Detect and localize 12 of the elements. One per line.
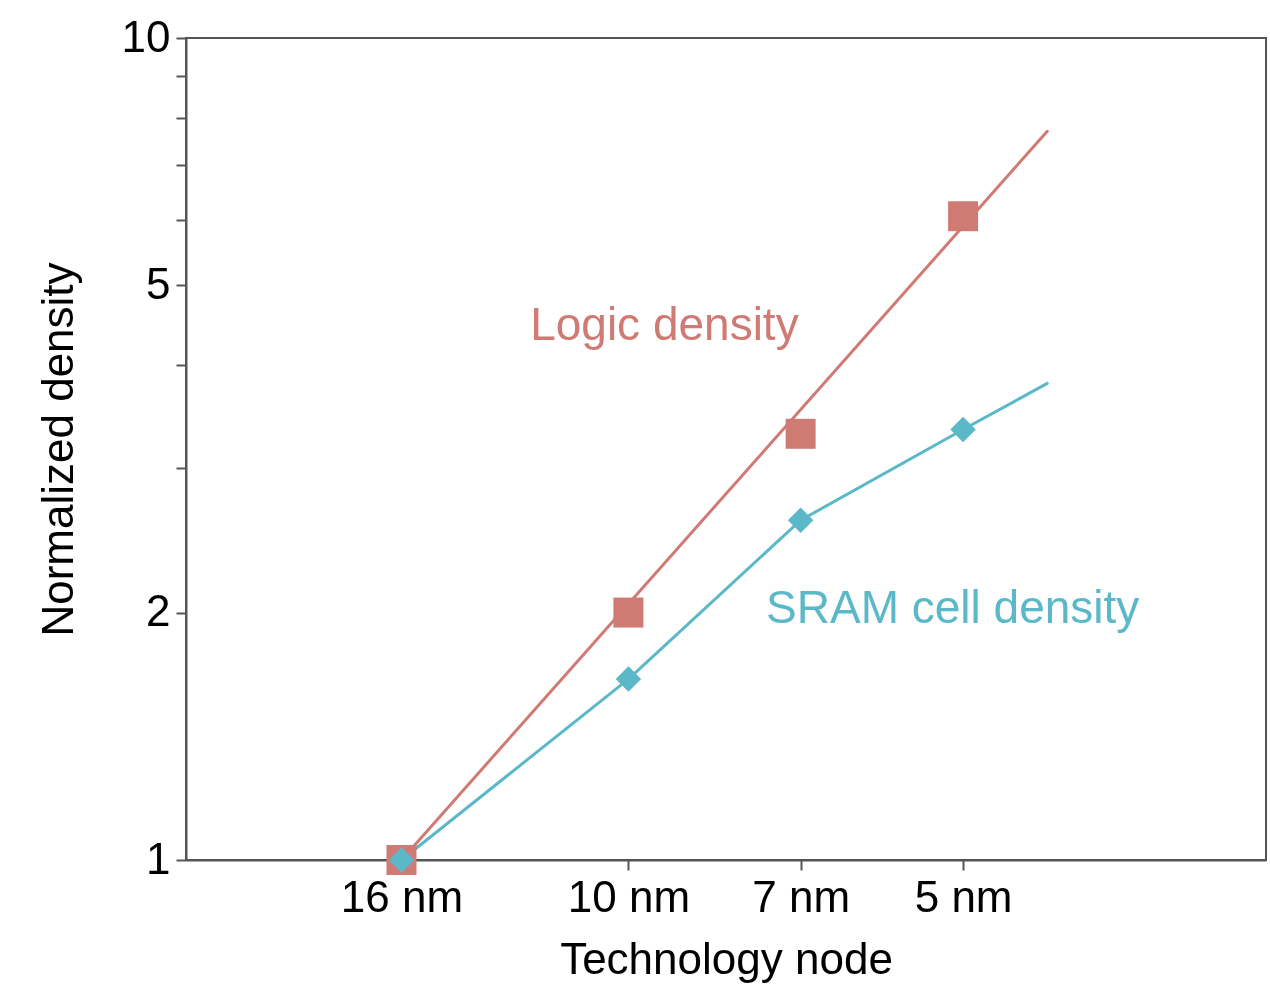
x-tick-label: 16 nm: [340, 871, 464, 921]
y-axis-title: Normalized density: [32, 262, 82, 637]
y-tick-label: 5: [146, 258, 171, 308]
y-tick-label: 1: [146, 833, 171, 883]
x-tick-label: 7 nm: [752, 871, 851, 921]
y-tick-label: 2: [146, 586, 171, 636]
x-tick-label: 5 nm: [914, 871, 1013, 921]
x-axis-title: Technology node: [560, 933, 893, 983]
x-tick-label: 10 nm: [567, 871, 691, 921]
series-label: SRAM cell density: [766, 581, 1140, 634]
y-tick-label: 10: [121, 11, 171, 61]
series-label: Logic density: [530, 297, 799, 350]
